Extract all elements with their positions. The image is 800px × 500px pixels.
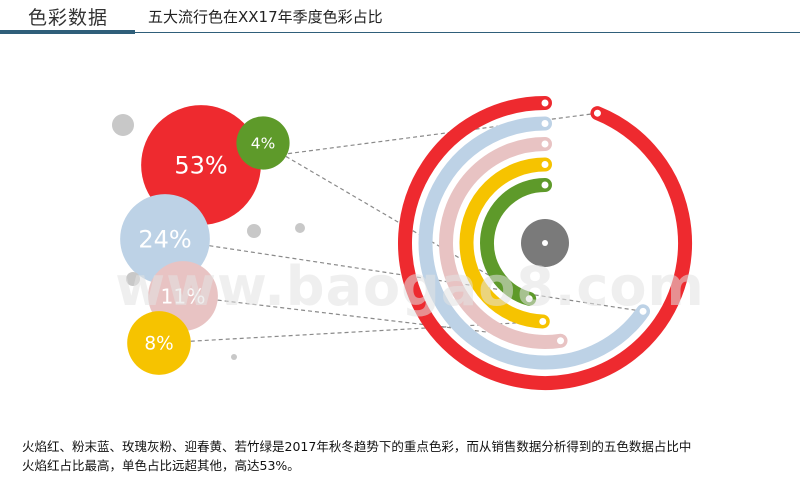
caption-line-2: 火焰红占比最高，单色占比远超其他，高达53%。 [22,458,300,473]
header-rule [135,32,800,33]
section-label: 色彩数据 [28,7,109,29]
radial-rings [398,96,692,390]
ring-endpoint [540,98,550,108]
ring-arc [398,96,692,390]
ring-arc [439,137,568,349]
decorative-dot [247,224,261,238]
ring-arc [480,178,552,306]
decorative-dot [112,114,134,136]
ring-endpoint [556,336,566,346]
ring-arc [418,116,651,370]
bubble [236,116,290,170]
ring-endpoint [524,294,534,304]
decorative-dot [295,223,305,233]
ring-endpoint [538,316,548,326]
decorative-dot [126,272,140,286]
slide-title: 五大流行色在XX17年季度色彩占比 [148,8,383,26]
bubble-label: 24% [138,226,191,254]
caption: 火焰红、粉末蓝、玫瑰灰粉、迎春黄、若竹绿是2017年秋冬趋势下的重点色彩，而从销… [22,437,782,475]
header: 色彩数据 五大流行色在XX17年季度色彩占比 [0,0,800,34]
connector-line [190,320,543,342]
bubble-label: 8% [144,334,173,355]
ring-endpoint [638,306,648,316]
ring-endpoint [592,108,602,118]
caption-line-1: 火焰红、粉末蓝、玫瑰灰粉、迎春黄、若竹绿是2017年秋冬趋势下的重点色彩，而从销… [22,439,692,454]
ring-arc [459,157,552,329]
ring-endpoint [540,180,550,190]
bubble [127,311,191,375]
bubble-label: 11% [161,284,206,308]
bubbles: 53% 24% 11% 8% 4% [112,105,305,375]
center-dot [542,240,548,246]
ring-endpoint [540,160,550,169]
ring-endpoint [540,139,550,149]
bubble-label: 53% [174,152,227,180]
ring-endpoint [540,119,550,128]
decorative-dot [231,354,237,360]
bubble-label: 4% [251,135,275,153]
header-rule-accent [0,30,135,34]
